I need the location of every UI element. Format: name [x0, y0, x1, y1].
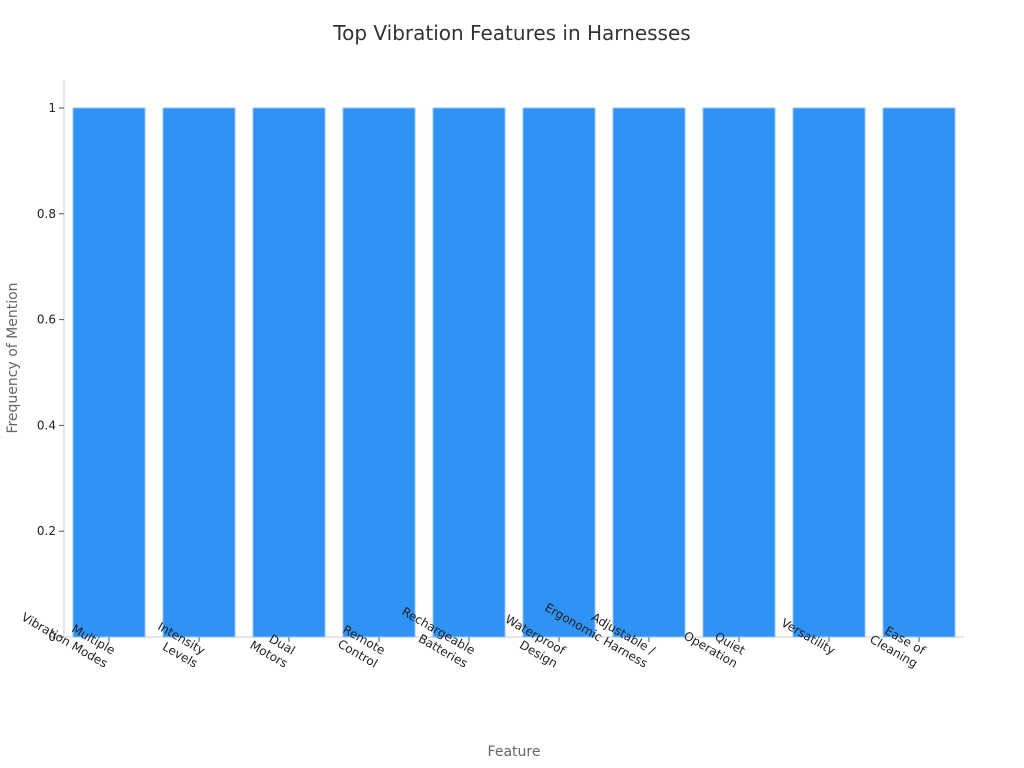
y-tick-label: 0.8 — [37, 207, 56, 221]
bar — [162, 107, 236, 638]
bar — [252, 107, 326, 638]
y-tick-label: 0 — [48, 630, 56, 644]
bar — [702, 107, 776, 638]
y-tick-label: 0.2 — [37, 524, 56, 538]
y-tick-label: 1 — [48, 101, 56, 115]
bar — [522, 107, 596, 638]
y-tick-label: 0.4 — [37, 418, 56, 432]
y-axis-title: Frequency of Mention — [5, 282, 21, 433]
bar — [72, 107, 146, 638]
bar — [792, 107, 866, 638]
y-tick-label: 0.6 — [37, 313, 56, 327]
chart-title: Top Vibration Features in Harnesses — [332, 21, 690, 45]
bar — [882, 107, 956, 638]
bar — [612, 107, 686, 638]
x-axis-title: Feature — [488, 744, 541, 760]
bar — [342, 107, 416, 638]
bar-group — [72, 107, 956, 638]
plot-area: 00.20.40.60.81 MultipleVibration Modes In… — [19, 80, 964, 671]
bar — [432, 107, 506, 638]
y-axis-ticks: 0 0.2 0.4 0.6 0.8 1 — [37, 101, 64, 644]
